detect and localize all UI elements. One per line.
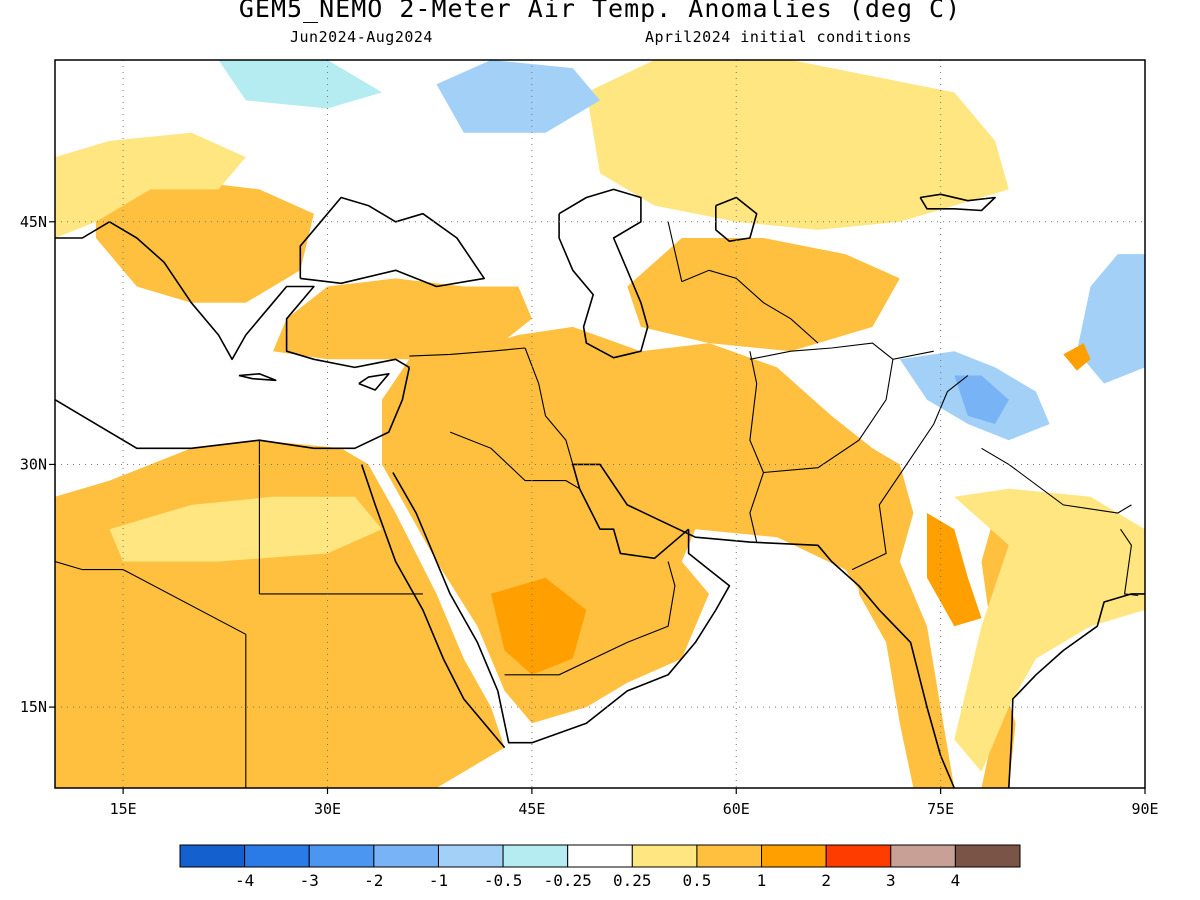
anomaly-region-tibet-cold [954,375,1009,424]
coastline-red-sea-east-arabia-south [392,472,731,744]
border-saudi-iraq [449,431,580,490]
colorbar-bin [761,844,827,868]
colorbar-label: 0.25 [613,871,652,890]
coastline-lake-balkhash [919,193,996,212]
lat-tick-label: 30N [20,455,47,473]
coastline-layer [55,188,1145,788]
border-afghanistan-north [749,342,934,360]
border-bangladesh [1120,528,1139,597]
initial-conditions-label: April2024 initial conditions [645,28,912,46]
lat-tick-label: 15N [20,698,47,716]
border-india-nepal-china [981,447,1132,514]
anomaly-region-east-india-mild [954,488,1145,772]
colorbar-label: -4 [235,871,254,890]
border-libya-chad [122,569,247,635]
colorbar-bin [696,844,763,868]
axis-ticks: 15E 30E 45E 60E 75E 90E 15N 30N 45N [20,213,1159,818]
lon-tick-label: 75E [927,800,954,818]
lon-tick-label: 15E [110,800,137,818]
coastline-cyprus [358,372,390,391]
colorbar-bin [502,844,569,868]
lon-tick-label: 60E [723,800,750,818]
lon-tick-label: 30E [314,800,341,818]
colorbar-label: -0.25 [544,871,592,890]
colorbar-bin [567,844,633,868]
colorbar-label: 0.5 [682,871,711,890]
colorbar-bin [631,844,698,868]
border-turkmen-uzbek [681,269,819,344]
anomaly-region-balkans-warm [95,181,314,303]
colorbar: -4 -3 -2 -1 -0.5 -0.25 0.25 0.5 1 2 3 4 [179,844,1021,890]
coastline-mediterranean-north [55,221,410,369]
anomaly-region-tibet-hot-spot [1063,343,1091,371]
map-title: GEM5_NEMO 2-Meter Air Temp. Anomalies (d… [238,0,962,23]
colorbar-bin [825,844,892,868]
gridlines [55,60,1145,788]
border-layer [55,221,1139,788]
coastline-bay-of-bengal [1008,593,1145,788]
colorbar-bin [308,844,375,868]
border-iran-afghanistan-pakistan [749,351,765,543]
coastline-aral-sea [714,196,758,242]
anomaly-region-west-china-cool [1076,254,1145,384]
anomaly-region-central-india-hot [927,513,982,627]
colorbar-label: 2 [821,871,831,890]
colorbar-bin [373,844,439,868]
colorbar-label: -0.5 [484,871,523,890]
border-india-pakistan [851,375,969,571]
border-iraq-syria-turkey [409,347,526,357]
lon-tick-label: 90E [1131,800,1158,818]
anomaly-layer [55,60,1145,788]
lat-tick-label: 45N [20,213,47,231]
coastline-black-sea [299,196,486,288]
plot-frame [54,59,1146,789]
border-algeria-libya [55,464,124,571]
colorbar-bin [954,844,1021,868]
coastline-crete [238,372,277,382]
anomaly-region-caspian-east-warm [627,238,900,352]
anomaly-region-central-europe-mild [55,132,246,238]
colorbar-label: 3 [886,871,896,890]
anomaly-region-russia-cool [436,60,600,133]
anomaly-region-east-europe-cool [218,60,382,109]
border-afghanistan-pakistan [763,359,894,474]
colorbar-label: -2 [364,871,383,890]
coastline-red-sea-west [360,464,506,749]
colorbar-bin [179,844,246,868]
colorbar-label: -1 [429,871,448,890]
anomaly-region-libya-mild [109,496,382,562]
lon-tick-label: 45E [518,800,545,818]
colorbar-label: 1 [757,871,767,890]
border-kazakh-south [667,221,683,282]
colorbar-bin [437,844,504,868]
coastline-caspian-sea [558,188,649,359]
colorbar-label: 4 [951,871,961,890]
season-label: Jun2024-Aug2024 [290,28,433,46]
coastline-persian-gulf [571,463,956,788]
colorbar-bin [890,844,956,868]
border-iraq-iran [524,347,574,465]
border-saudi-yemen-oman [504,561,676,676]
colorbar-label: -3 [300,871,319,890]
anomaly-region-arabia-hot [491,577,587,675]
anomaly-region-central-asia-mild [586,60,1009,230]
coastline-levant-egypt-coast [55,367,411,450]
anomaly-region-anatolia-warm [273,278,532,360]
colorbar-bin [244,844,310,868]
